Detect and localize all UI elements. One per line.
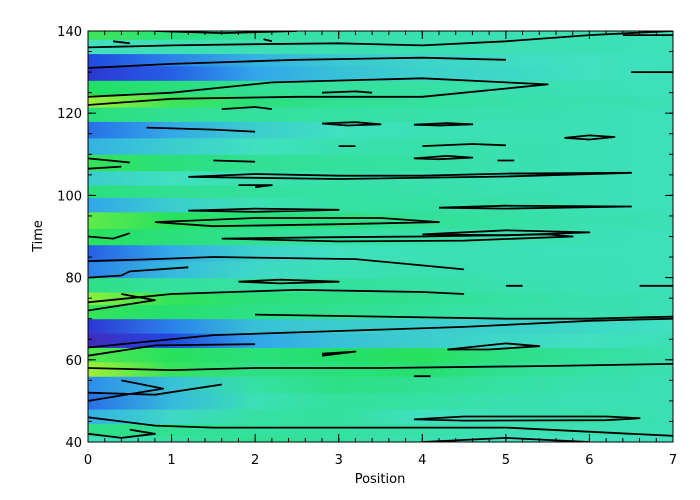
contour-line	[422, 143, 506, 147]
contour-line	[88, 363, 673, 371]
contour-line	[321, 350, 357, 357]
heatmap-band	[88, 303, 673, 320]
heatmap-band	[88, 346, 673, 363]
heatmap-band	[88, 184, 673, 198]
contour-line	[88, 56, 506, 69]
x-tick-label: 0	[84, 453, 92, 468]
contour-line	[88, 77, 549, 106]
contour-line	[88, 256, 465, 271]
heatmap-band	[88, 435, 673, 442]
contour-line	[88, 317, 673, 349]
contour-line	[112, 40, 130, 45]
contour-line	[188, 207, 340, 213]
x-axis: 0 1 2 3 4 5 6 7	[84, 31, 677, 468]
y-tick-label: 80	[65, 272, 82, 287]
contour-line	[221, 106, 273, 110]
y-tick-label: 60	[65, 354, 82, 369]
contour-line	[438, 204, 633, 210]
heatmap-band	[88, 38, 673, 55]
contour-line	[88, 232, 131, 240]
contour-line	[88, 266, 189, 279]
x-tick-label: 7	[669, 453, 677, 468]
contour-line	[263, 38, 273, 43]
contour-line	[447, 342, 541, 351]
contour-line	[413, 155, 474, 161]
contour-line	[88, 31, 673, 49]
x-axis-title: Position	[355, 472, 406, 487]
heatmap-band	[88, 277, 673, 293]
y-tick-label: 140	[57, 25, 82, 40]
y-tick-label: 100	[57, 189, 82, 204]
contour-line	[88, 383, 222, 396]
contour-line	[146, 126, 256, 133]
contour-line	[413, 415, 641, 422]
contour-line	[413, 122, 474, 127]
heatmap-band	[88, 423, 673, 437]
contour-line	[213, 159, 256, 163]
x-tick-label: 1	[167, 453, 175, 468]
x-tick-label: 4	[418, 453, 426, 468]
contour-line	[255, 313, 673, 320]
y-tick-label: 40	[65, 436, 82, 451]
contour-line	[88, 293, 156, 312]
y-axis: 40 60 80 100 120 140	[57, 25, 673, 451]
y-axis-title: Time	[31, 220, 46, 253]
contour-line	[88, 165, 122, 170]
y-tick-label: 120	[57, 107, 82, 122]
x-tick-label: 3	[335, 453, 343, 468]
heatmap-band	[88, 196, 673, 213]
contour-line	[88, 416, 673, 437]
heatmap-band	[88, 31, 673, 40]
contour-line	[88, 343, 256, 357]
contour-line	[564, 134, 616, 141]
heatmap-band	[88, 361, 673, 377]
contour-lines	[88, 31, 673, 442]
heatmap-band	[88, 153, 673, 172]
contour-line	[422, 229, 591, 237]
contour-line	[221, 233, 574, 243]
x-tick-label: 6	[585, 453, 593, 468]
contour-line	[88, 157, 130, 164]
heatmap-band	[88, 318, 673, 334]
heatmap-band	[88, 392, 673, 410]
contour-line	[154, 217, 440, 228]
contour-line	[88, 289, 465, 304]
heatmap-band	[88, 211, 673, 229]
contour-line	[88, 428, 156, 439]
contour-line	[88, 379, 165, 402]
contour-line	[321, 90, 373, 94]
heatmap-band	[88, 375, 673, 394]
x-tick-label: 5	[502, 453, 510, 468]
heatmap-band	[88, 137, 673, 155]
contour-line	[238, 278, 340, 285]
heatmap-band	[88, 260, 673, 279]
heatmap-band	[88, 53, 673, 67]
contour-line	[188, 171, 633, 180]
heatmap-bands	[88, 31, 673, 442]
x-tick-label: 2	[251, 453, 259, 468]
heatmap-band	[88, 106, 673, 122]
heatmap-band	[88, 291, 673, 305]
contour-line	[238, 184, 273, 189]
heatmap-band	[88, 120, 673, 139]
contour-line	[321, 121, 382, 127]
heatmap-band	[88, 65, 673, 81]
